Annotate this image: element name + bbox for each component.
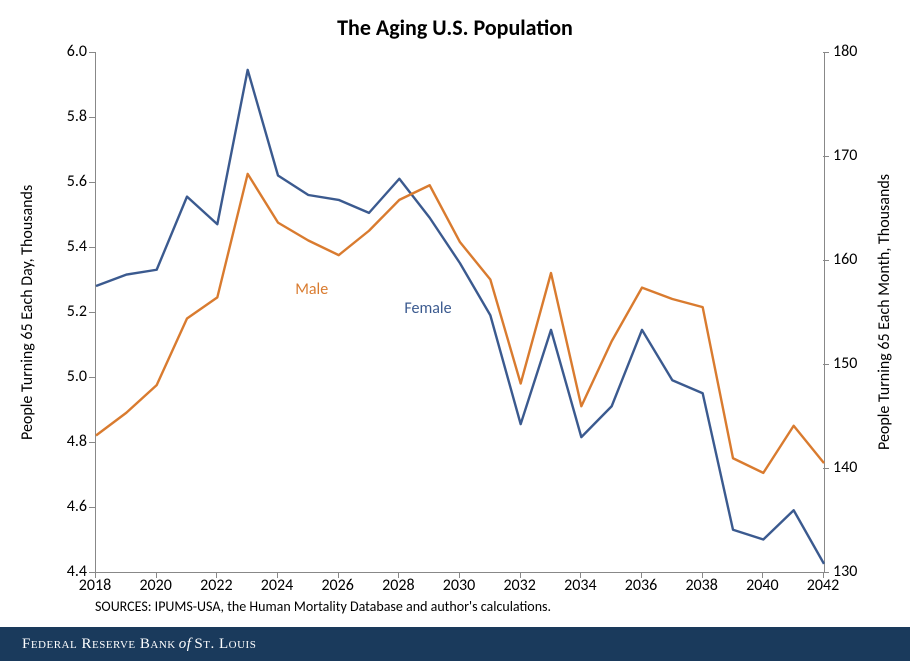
x-tick-mark [702,572,703,578]
x-tick-label: 2034 [560,576,600,595]
x-tick-label: 2036 [621,576,661,595]
y-right-tick-mark [823,156,829,157]
source-note: SOURCES: IPUMS-USA, the Human Mortality … [95,598,551,615]
y-left-tick-label: 5.2 [67,302,87,321]
y-right-axis-label: People Turning 65 Each Month, Thousands [875,52,894,572]
y-left-tick-label: 4.8 [67,432,87,451]
y-left-tick-mark [89,312,95,313]
x-tick-mark [459,572,460,578]
y-left-tick-label: 5.0 [67,367,87,386]
x-tick-mark [277,572,278,578]
x-tick-mark [520,572,521,578]
y-left-tick-mark [89,117,95,118]
x-tick-label: 2028 [378,576,418,595]
x-tick-mark [762,572,763,578]
x-tick-mark [216,572,217,578]
series-line-female [96,70,824,564]
y-right-tick-mark [823,364,829,365]
series-label-female: Female [404,299,451,318]
y-left-tick-mark [89,507,95,508]
y-right-tick-label: 160 [833,250,857,269]
y-left-tick-mark [89,52,95,53]
x-tick-label: 2032 [500,576,540,595]
y-left-tick-label: 4.4 [67,562,87,581]
y-left-tick-label: 4.6 [67,497,87,516]
y-right-tick-mark [823,468,829,469]
y-right-tick-label: 150 [833,354,857,373]
y-right-tick-label: 170 [833,146,857,165]
chart-container: The Aging U.S. Population People Turning… [0,0,910,661]
plot-area [95,52,825,573]
x-tick-label: 2024 [257,576,297,595]
chart-title: The Aging U.S. Population [0,14,910,41]
x-tick-mark [580,572,581,578]
x-tick-label: 2038 [682,576,722,595]
x-tick-label: 2040 [742,576,782,595]
y-left-tick-mark [89,377,95,378]
y-left-tick-mark [89,182,95,183]
y-right-tick-label: 140 [833,458,857,477]
y-left-tick-label: 5.8 [67,107,87,126]
x-tick-mark [95,572,96,578]
x-tick-mark [641,572,642,578]
x-tick-label: 2026 [318,576,358,595]
y-right-tick-label: 180 [833,42,857,61]
y-left-tick-mark [89,442,95,443]
x-tick-label: 2022 [196,576,236,595]
y-left-tick-label: 5.6 [67,172,87,191]
y-right-tick-mark [823,572,829,573]
x-tick-label: 2020 [136,576,176,595]
footer-bar: Federal Reserve Bank of St. Louis [0,627,910,661]
series-line-male [96,174,824,473]
footer-text-pre: Federal Reserve Bank [22,636,176,653]
y-right-tick-mark [823,260,829,261]
footer-text-of: of [179,636,192,653]
x-tick-mark [398,572,399,578]
y-right-tick-mark [823,52,829,53]
y-right-tick-label: 130 [833,562,857,581]
x-tick-mark [338,572,339,578]
footer-text-post: St. Louis [194,636,256,653]
x-tick-label: 2030 [439,576,479,595]
y-left-tick-mark [89,247,95,248]
y-left-tick-mark [89,572,95,573]
y-left-tick-label: 5.4 [67,237,87,256]
line-chart-svg [96,52,824,572]
y-left-tick-label: 6.0 [67,42,87,61]
series-label-male: Male [295,280,328,299]
y-left-axis-label: People Turning 65 Each Day, Thousands [18,52,37,572]
x-tick-mark [156,572,157,578]
